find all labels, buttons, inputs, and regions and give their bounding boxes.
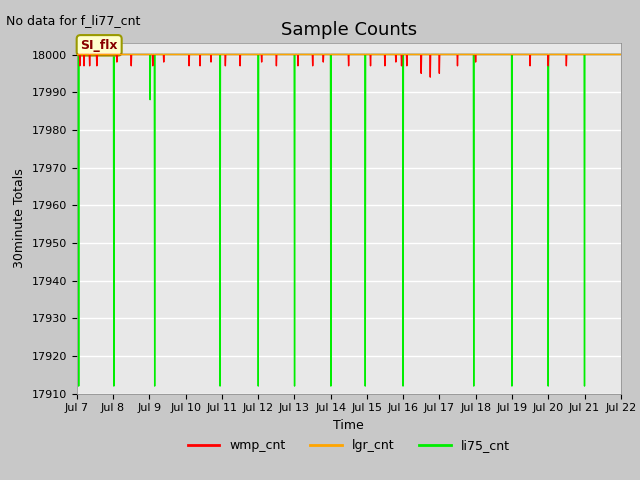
Legend: wmp_cnt, lgr_cnt, li75_cnt: wmp_cnt, lgr_cnt, li75_cnt xyxy=(183,434,515,457)
X-axis label: Time: Time xyxy=(333,419,364,432)
Y-axis label: 30minute Totals: 30minute Totals xyxy=(13,168,26,268)
Text: No data for f_li77_cnt: No data for f_li77_cnt xyxy=(6,14,141,27)
Title: Sample Counts: Sample Counts xyxy=(281,21,417,39)
Text: SI_flx: SI_flx xyxy=(81,39,118,52)
